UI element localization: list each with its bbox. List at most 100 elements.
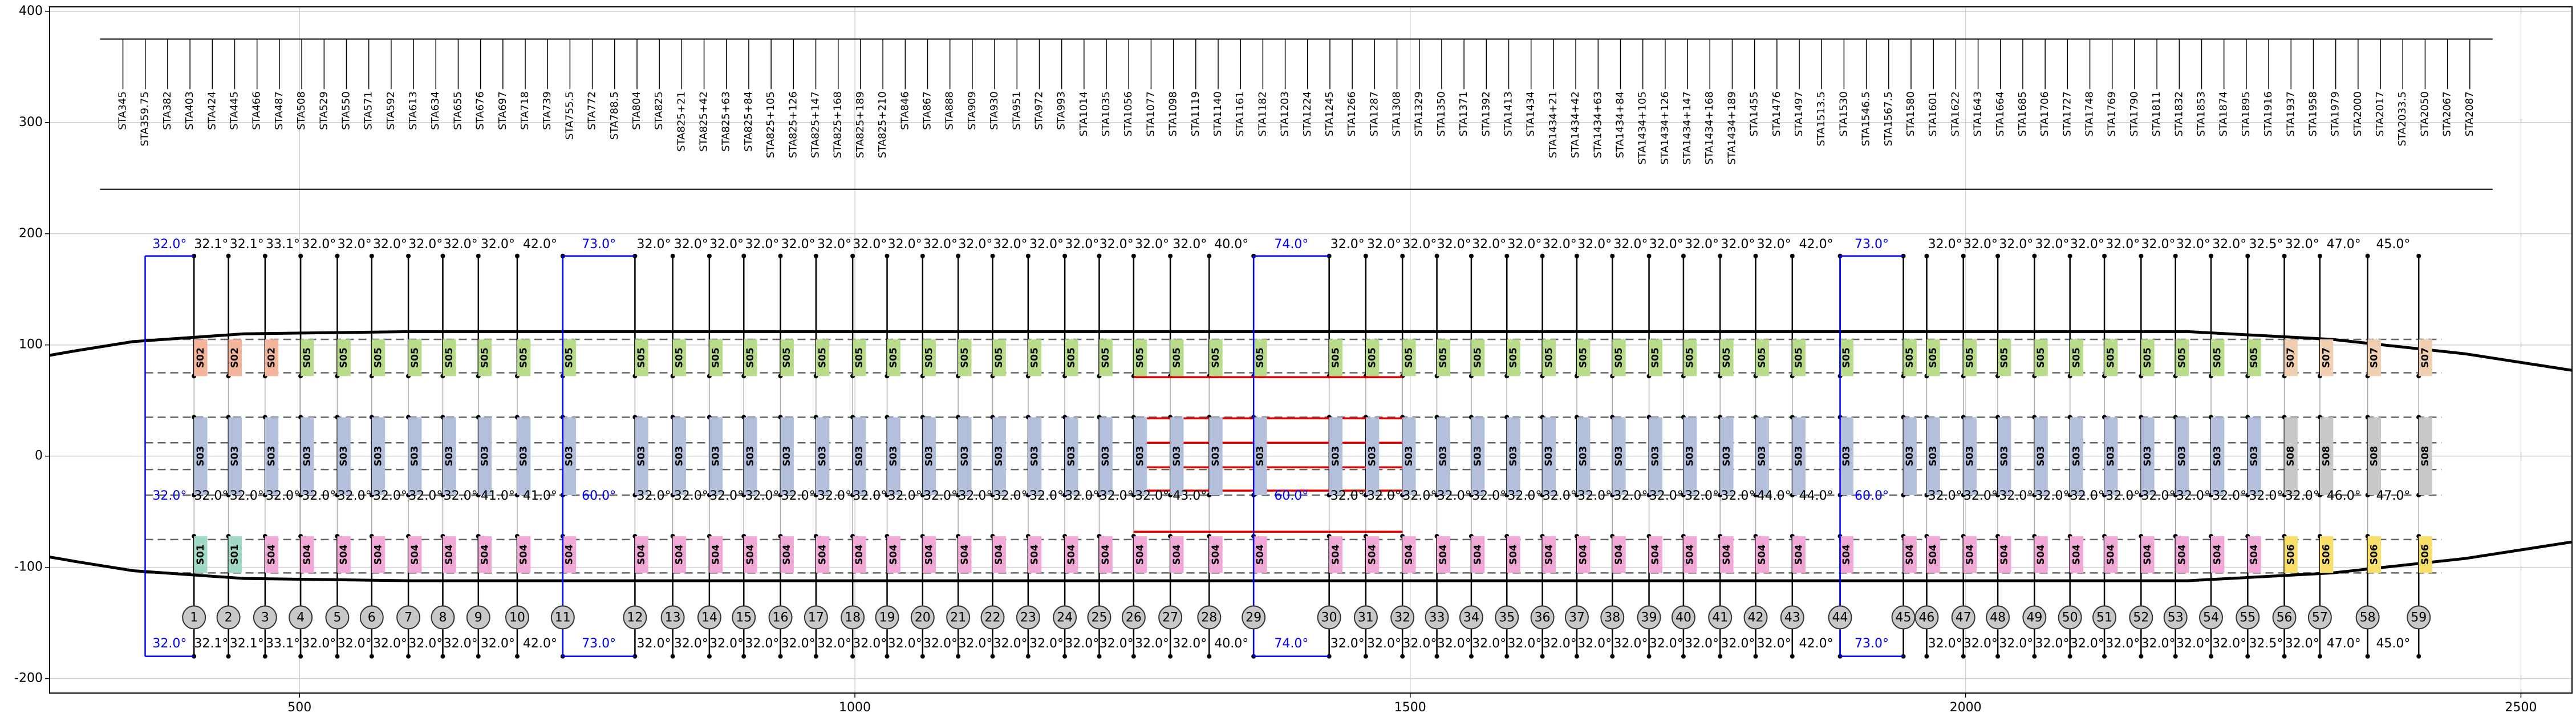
frame-node: [920, 654, 925, 659]
frame-node: [262, 253, 267, 258]
frame-node: [1434, 253, 1439, 258]
segment-label: S04: [563, 544, 575, 565]
frame-node: [2032, 654, 2037, 659]
frame-number: 40: [1676, 610, 1691, 625]
station-label: STA1832: [2173, 91, 2185, 136]
segment-panel: [1253, 417, 1267, 495]
angle-label: 32.0°: [1402, 489, 1437, 503]
segment-panel: [1471, 417, 1485, 495]
segment-panel: [922, 339, 936, 376]
frame-node: [1131, 253, 1136, 258]
frame-marker: [623, 605, 647, 630]
segment-label: S04: [1210, 544, 1222, 565]
angle-label: 46.0°: [2327, 489, 2361, 503]
angle-label: 32.0°: [1330, 637, 1365, 651]
segment-panel: [1133, 417, 1147, 495]
frame-number: 53: [2168, 610, 2184, 625]
frame-node: [1961, 654, 1966, 659]
frame-number: 46: [1918, 610, 1934, 625]
segment-label: S05: [1029, 347, 1041, 368]
frame-number: 37: [1569, 610, 1585, 625]
segment-panel: [816, 417, 830, 495]
frame-node: [1097, 654, 1102, 659]
angle-label: 32.1°: [230, 237, 264, 252]
segment-panel: [744, 536, 757, 573]
frame-node: [2102, 253, 2107, 258]
segment-label: S03: [711, 446, 722, 467]
y-tick-label: 300: [19, 115, 43, 129]
angle-label: 32.0°: [817, 237, 851, 252]
frame-number: 59: [2411, 610, 2427, 625]
angle-label: 32.0°: [1437, 489, 1471, 503]
angle-label: 32.5°: [2249, 237, 2283, 252]
station-label: STA592: [385, 91, 397, 130]
segment-panel: [408, 536, 422, 573]
segment-label: S03: [1171, 446, 1183, 467]
segment-label: S04: [711, 544, 722, 565]
angle-label: 32.0°: [2212, 637, 2246, 651]
frame-node: [670, 253, 675, 258]
segment-panel: [517, 417, 531, 495]
segment-label: S06: [2285, 544, 2297, 565]
segment-panel: [2070, 536, 2084, 573]
segment-label: S04: [302, 544, 313, 565]
frame-marker: [2199, 605, 2224, 630]
segment-panel: [562, 417, 577, 495]
angle-label: 32.0°: [1577, 237, 1612, 252]
y-tick-label: -200: [14, 671, 43, 686]
station-label: STA1161: [1234, 91, 1246, 136]
station-label: STA825+210: [877, 91, 889, 158]
station-label: STA445: [229, 91, 241, 130]
angle-label: 32.0°: [2106, 237, 2140, 252]
segment-label: S05: [1403, 347, 1415, 368]
segment-panel: [853, 339, 866, 376]
station-label: STA867: [921, 91, 933, 130]
station-label: STA2087: [2464, 91, 2476, 136]
segment-label: S05: [1472, 347, 1484, 368]
angle-label: 32.0°: [2212, 489, 2246, 503]
station-label: STA825+147: [810, 91, 822, 158]
segment-label: S03: [479, 446, 490, 467]
frame-marker: [2272, 605, 2297, 630]
segment-panel: [1099, 536, 1113, 573]
frame-number: 18: [845, 610, 861, 625]
angle-label: 41.0°: [523, 489, 557, 503]
segment-panel: [1209, 417, 1223, 495]
frame-marker: [1495, 605, 1519, 630]
angle-label: 32.0°: [674, 637, 708, 651]
segment-panel: [1926, 536, 1940, 573]
segment-panel: [1683, 417, 1697, 495]
segment-panel: [2070, 417, 2084, 495]
segment-label: S04: [409, 544, 421, 565]
angle-label: 32.0°: [1029, 489, 1064, 503]
segment-panel: [517, 536, 531, 573]
segment-panel: [1542, 339, 1556, 376]
segment-label: S05: [854, 347, 865, 368]
frame-number: 28: [1201, 610, 1217, 625]
segment-panel: [853, 417, 866, 495]
segment-label: S04: [1472, 544, 1484, 565]
angle-label: 32.0°: [1928, 237, 1962, 252]
frame-marker: [1197, 605, 1222, 630]
frame-node: [1062, 654, 1068, 659]
segment-panel: [1963, 536, 1977, 573]
segment-panel: [1542, 417, 1556, 495]
station-label: STA487: [273, 91, 285, 130]
station-label: STA804: [631, 91, 643, 130]
angle-label: 60.0°: [582, 489, 616, 503]
frame-number: 49: [2026, 610, 2042, 625]
segment-label: S04: [1029, 544, 1041, 565]
angle-label: 32.0°: [888, 237, 922, 252]
station-label: STA1434+21: [1547, 91, 1559, 158]
segment-label: S05: [409, 347, 421, 368]
segment-panel: [265, 536, 279, 573]
angle-label: 32.0°: [338, 237, 372, 252]
frame-node: [1995, 654, 2001, 659]
station-label: STA825+63: [720, 91, 732, 152]
segment-panel: [1576, 417, 1591, 495]
frame-node: [369, 253, 374, 258]
angle-label: 32.0°: [2176, 489, 2210, 503]
frame-marker: [216, 605, 241, 630]
station-label: STA1329: [1413, 91, 1425, 136]
frame-marker: [2355, 605, 2380, 630]
